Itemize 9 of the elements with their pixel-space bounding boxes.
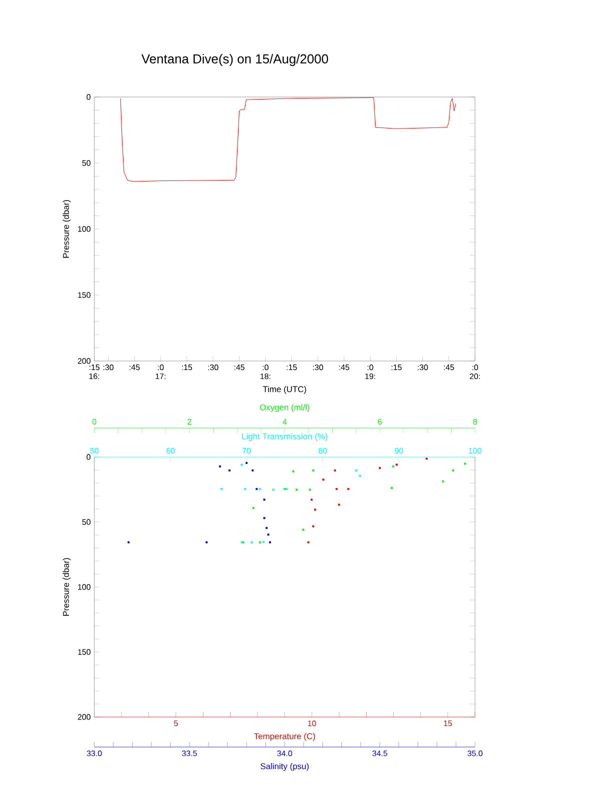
x-axis-title: Time (UTC) <box>262 386 306 394</box>
x2-axis-title: Oxygen (ml/l) <box>260 404 310 412</box>
y-axis-title: Pressure (dbar) <box>62 558 71 616</box>
x2-axis-title: Light Transmission (%) <box>242 433 328 441</box>
line-series <box>120 97 456 182</box>
chart-title: Ventana Dive(s) on 15/Aug/2000 <box>141 54 328 66</box>
x-axis-title: Temperature (C) <box>254 733 315 741</box>
y-axis-title: Pressure (dbar) <box>62 200 71 258</box>
x-axis-title: Salinity (psu) <box>260 763 309 771</box>
